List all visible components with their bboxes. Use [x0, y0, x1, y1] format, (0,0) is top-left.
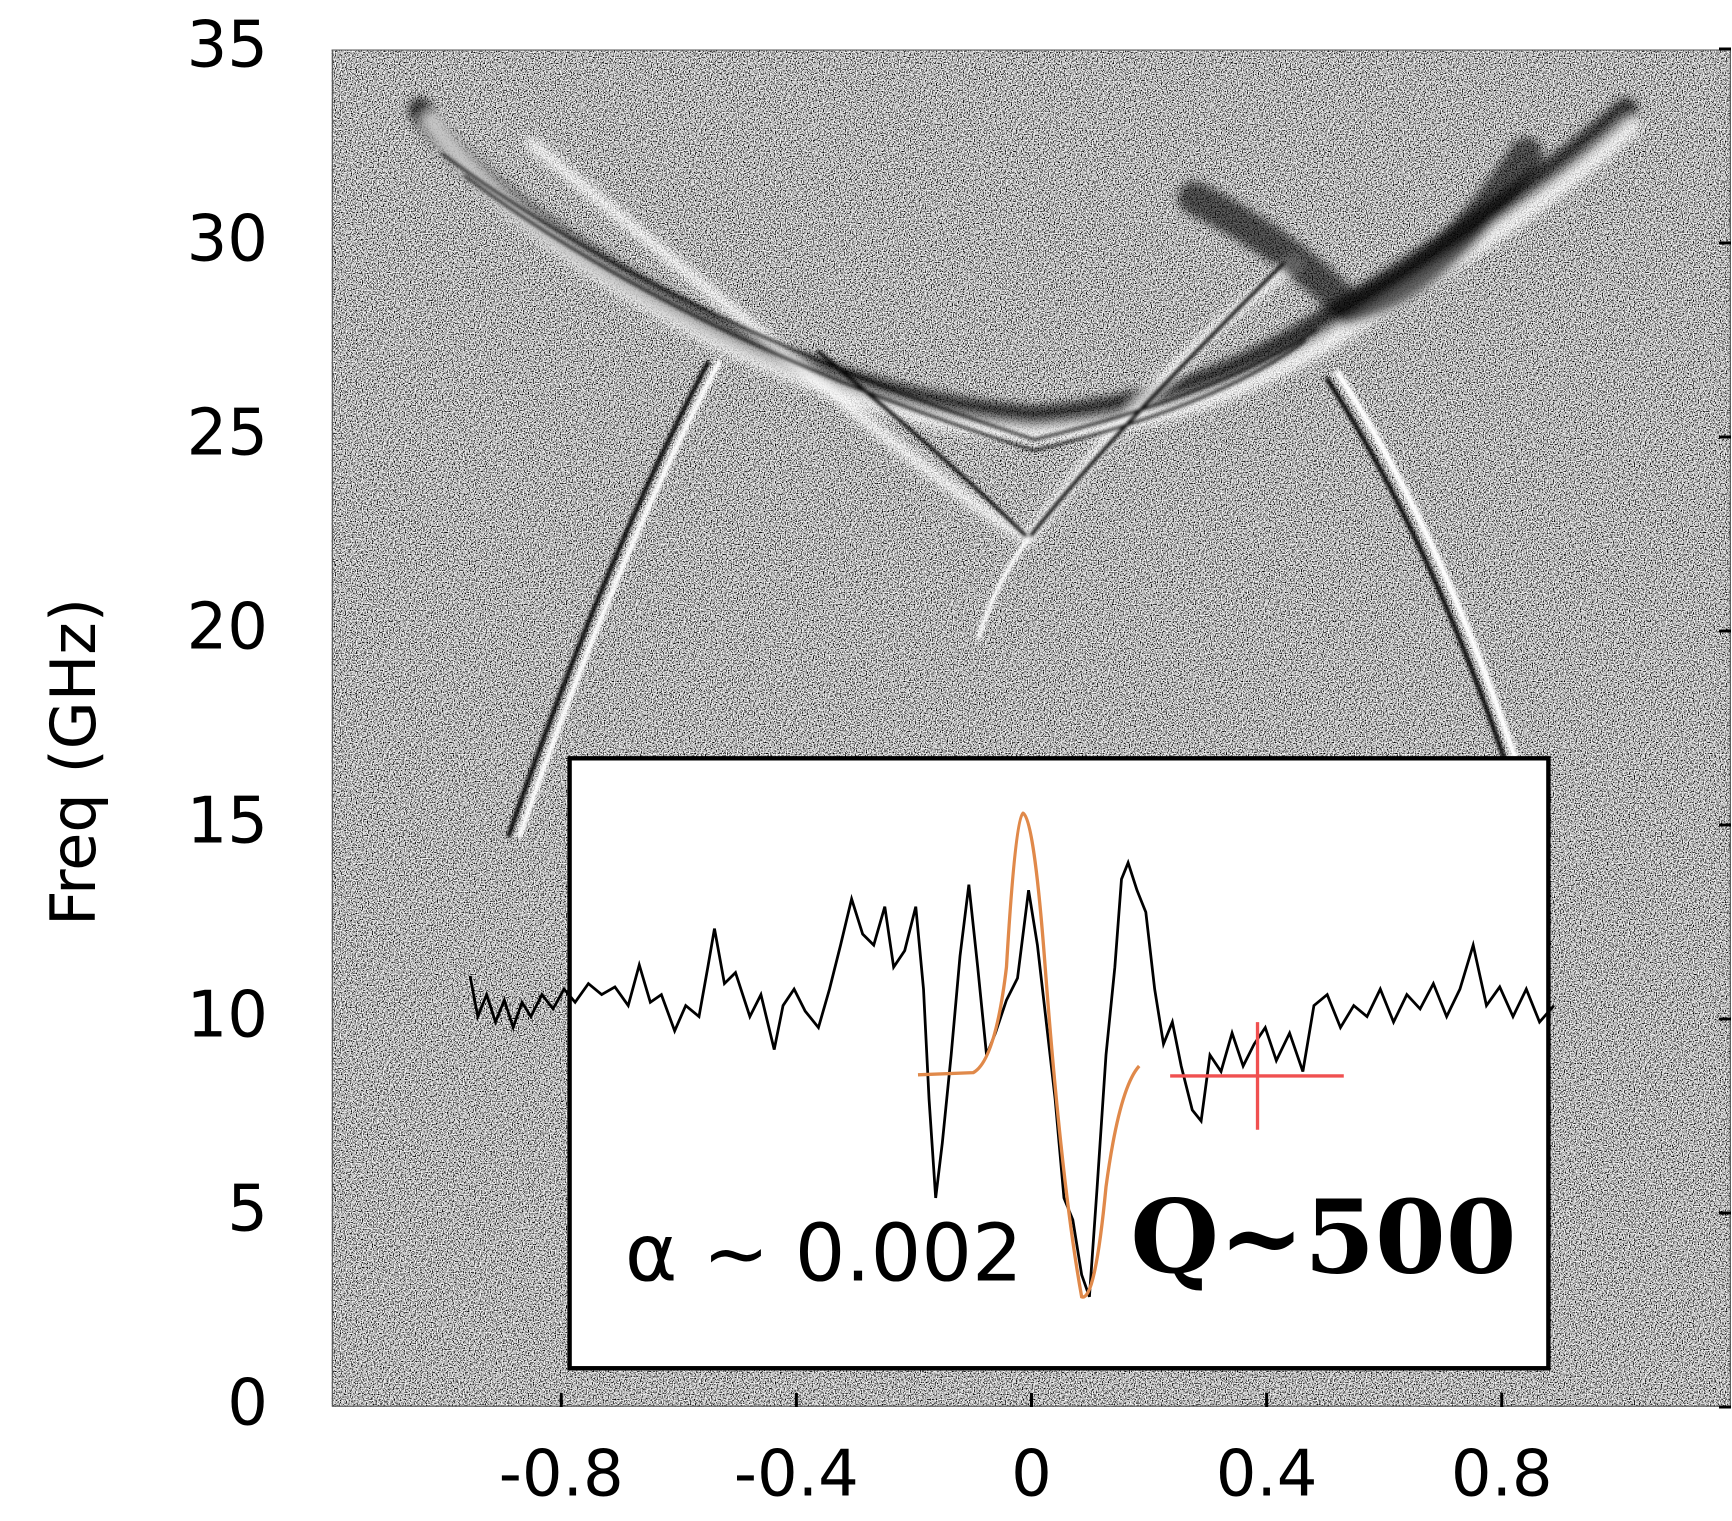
q-annotation: Q~500 [1130, 1178, 1516, 1297]
inset: α ~ 0.002 Q~500 [468, 756, 1555, 1371]
x-tick-label: -0.8 [499, 1438, 624, 1512]
alpha-annotation: α ~ 0.002 [625, 1207, 1023, 1300]
y-tick-label: 5 [227, 1173, 268, 1247]
spectrogram [331, 49, 1731, 1407]
plot-layer: α ~ 0.002 Q~500 [331, 49, 1731, 1407]
y-tick-label: 10 [187, 979, 268, 1053]
x-tick-label: -0.4 [734, 1438, 859, 1512]
y-tick-label: 20 [187, 591, 268, 665]
x-tick-label: 0 [1011, 1438, 1052, 1512]
x-tick-label: 0.4 [1216, 1438, 1318, 1512]
y-tick-label: 0 [227, 1367, 268, 1441]
x-tick-label: 0.8 [1451, 1438, 1553, 1512]
y-tick-label: 30 [187, 203, 268, 277]
fit-curve [917, 811, 1141, 1299]
y-tick-label: 15 [187, 785, 268, 859]
y-tick-label: 35 [187, 9, 268, 83]
y-tick-label: 25 [187, 397, 268, 471]
y-axis-label: Freq (GHz) [37, 598, 110, 926]
